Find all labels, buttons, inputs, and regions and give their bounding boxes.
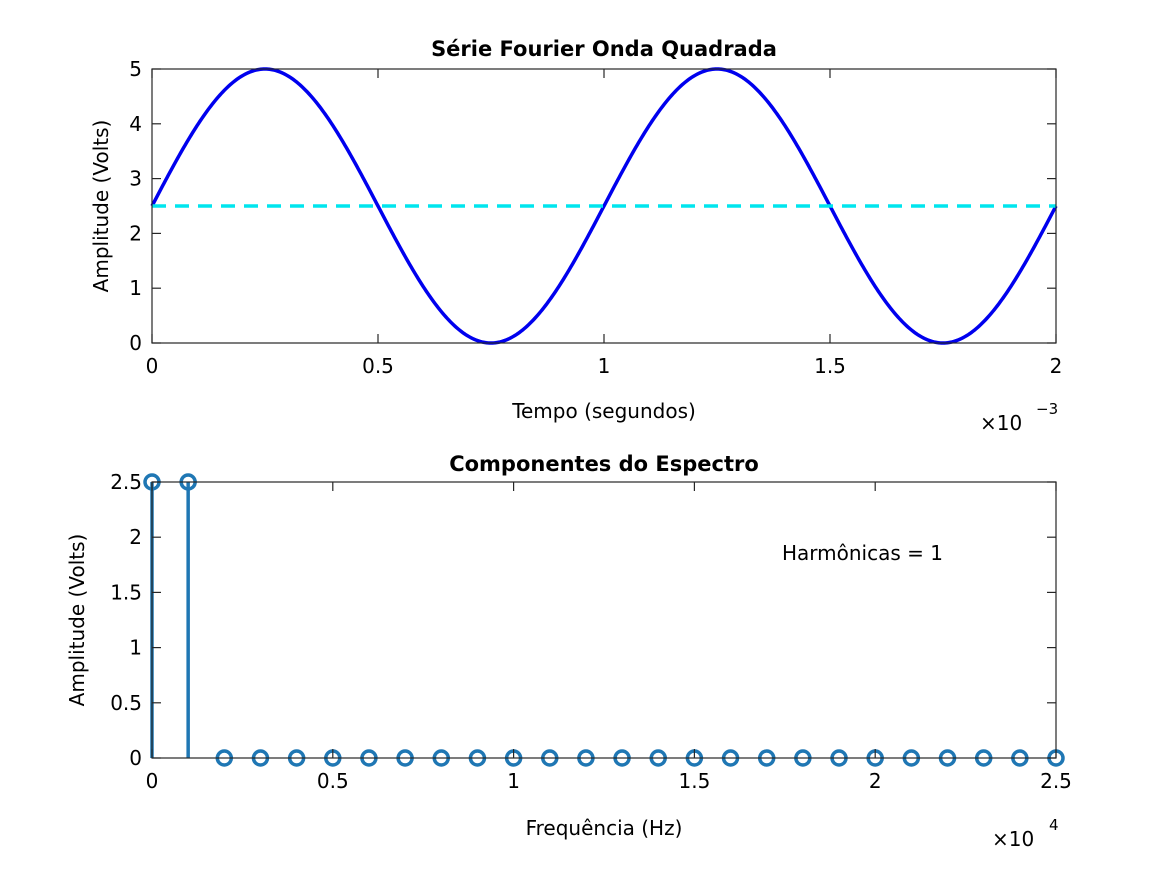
y-axis-label: Amplitude (Volts)	[65, 534, 89, 707]
x-axis-label: Frequência (Hz)	[526, 816, 683, 840]
plot-title: Componentes do Espectro	[449, 452, 759, 476]
harmonics-annotation: Harmônicas = 1	[782, 541, 943, 565]
y-tick-label: 1.5	[110, 580, 142, 604]
x-tick-label: 1.5	[814, 354, 846, 378]
y-tick-label: 1	[129, 276, 142, 300]
y-tick-label: 5	[129, 57, 142, 81]
series-waveform	[150, 67, 1058, 345]
plot-title: Série Fourier Onda Quadrada	[431, 37, 777, 61]
spectrum-plot: 0 0.5 1 1.5 2 2.5 0 0.5 1 1.5 2 2.5 Componentes do …	[65, 452, 1072, 851]
y-tick-label: 0.5	[110, 691, 142, 715]
y-tick-label: 1	[129, 636, 142, 660]
x-tick-label: 1	[507, 769, 520, 793]
x-tick-label: 1	[598, 354, 611, 378]
x-tick-label: 0.5	[317, 769, 349, 793]
y-tick-label: 2	[129, 221, 142, 245]
time-domain-plot: 0 0.5 1 1.5 2 0 1 2 3 4 5 Série Fourier Onda Quadr…	[89, 37, 1062, 435]
x-exponent-power: −3	[1036, 400, 1058, 418]
axes-box	[151, 68, 1057, 344]
y-tick-label: 0	[129, 746, 142, 770]
x-tick-label: 0	[146, 354, 159, 378]
x-tick-label: 0.5	[362, 354, 394, 378]
x-tick-label: 2	[869, 769, 882, 793]
y-tick-label: 2.5	[110, 470, 142, 494]
x-tick-label: 2	[1050, 354, 1063, 378]
y-axis-label: Amplitude (Volts)	[89, 120, 113, 293]
x-exponent-base: ×10	[992, 827, 1034, 851]
tick-marks: 0 0.5 1 1.5 2 2.5 0 0.5 1 1.5 2 2.5	[110, 470, 1072, 793]
axes-box	[151, 481, 1057, 759]
x-tick-label: 2.5	[1040, 769, 1072, 793]
y-tick-label: 4	[129, 112, 142, 136]
x-tick-label: 0	[146, 769, 159, 793]
x-axis-label: Tempo (segundos)	[511, 399, 696, 423]
y-tick-label: 3	[129, 167, 142, 191]
x-exponent-power: 4	[1049, 816, 1059, 834]
plot-background	[152, 482, 1056, 758]
x-tick-label: 1.5	[678, 769, 710, 793]
y-tick-label: 0	[129, 331, 142, 355]
x-exponent-base: ×10	[980, 411, 1022, 435]
y-tick-label: 2	[129, 525, 142, 549]
